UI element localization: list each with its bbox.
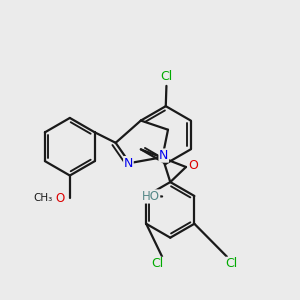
Text: N: N [124,157,133,169]
Text: Cl: Cl [151,257,163,270]
Text: N: N [159,149,168,162]
Text: CH₃: CH₃ [33,194,52,203]
Text: O: O [188,159,198,172]
Text: O: O [56,192,65,205]
Text: HO: HO [142,190,160,203]
Text: Cl: Cl [226,257,238,270]
Text: Cl: Cl [160,70,172,83]
